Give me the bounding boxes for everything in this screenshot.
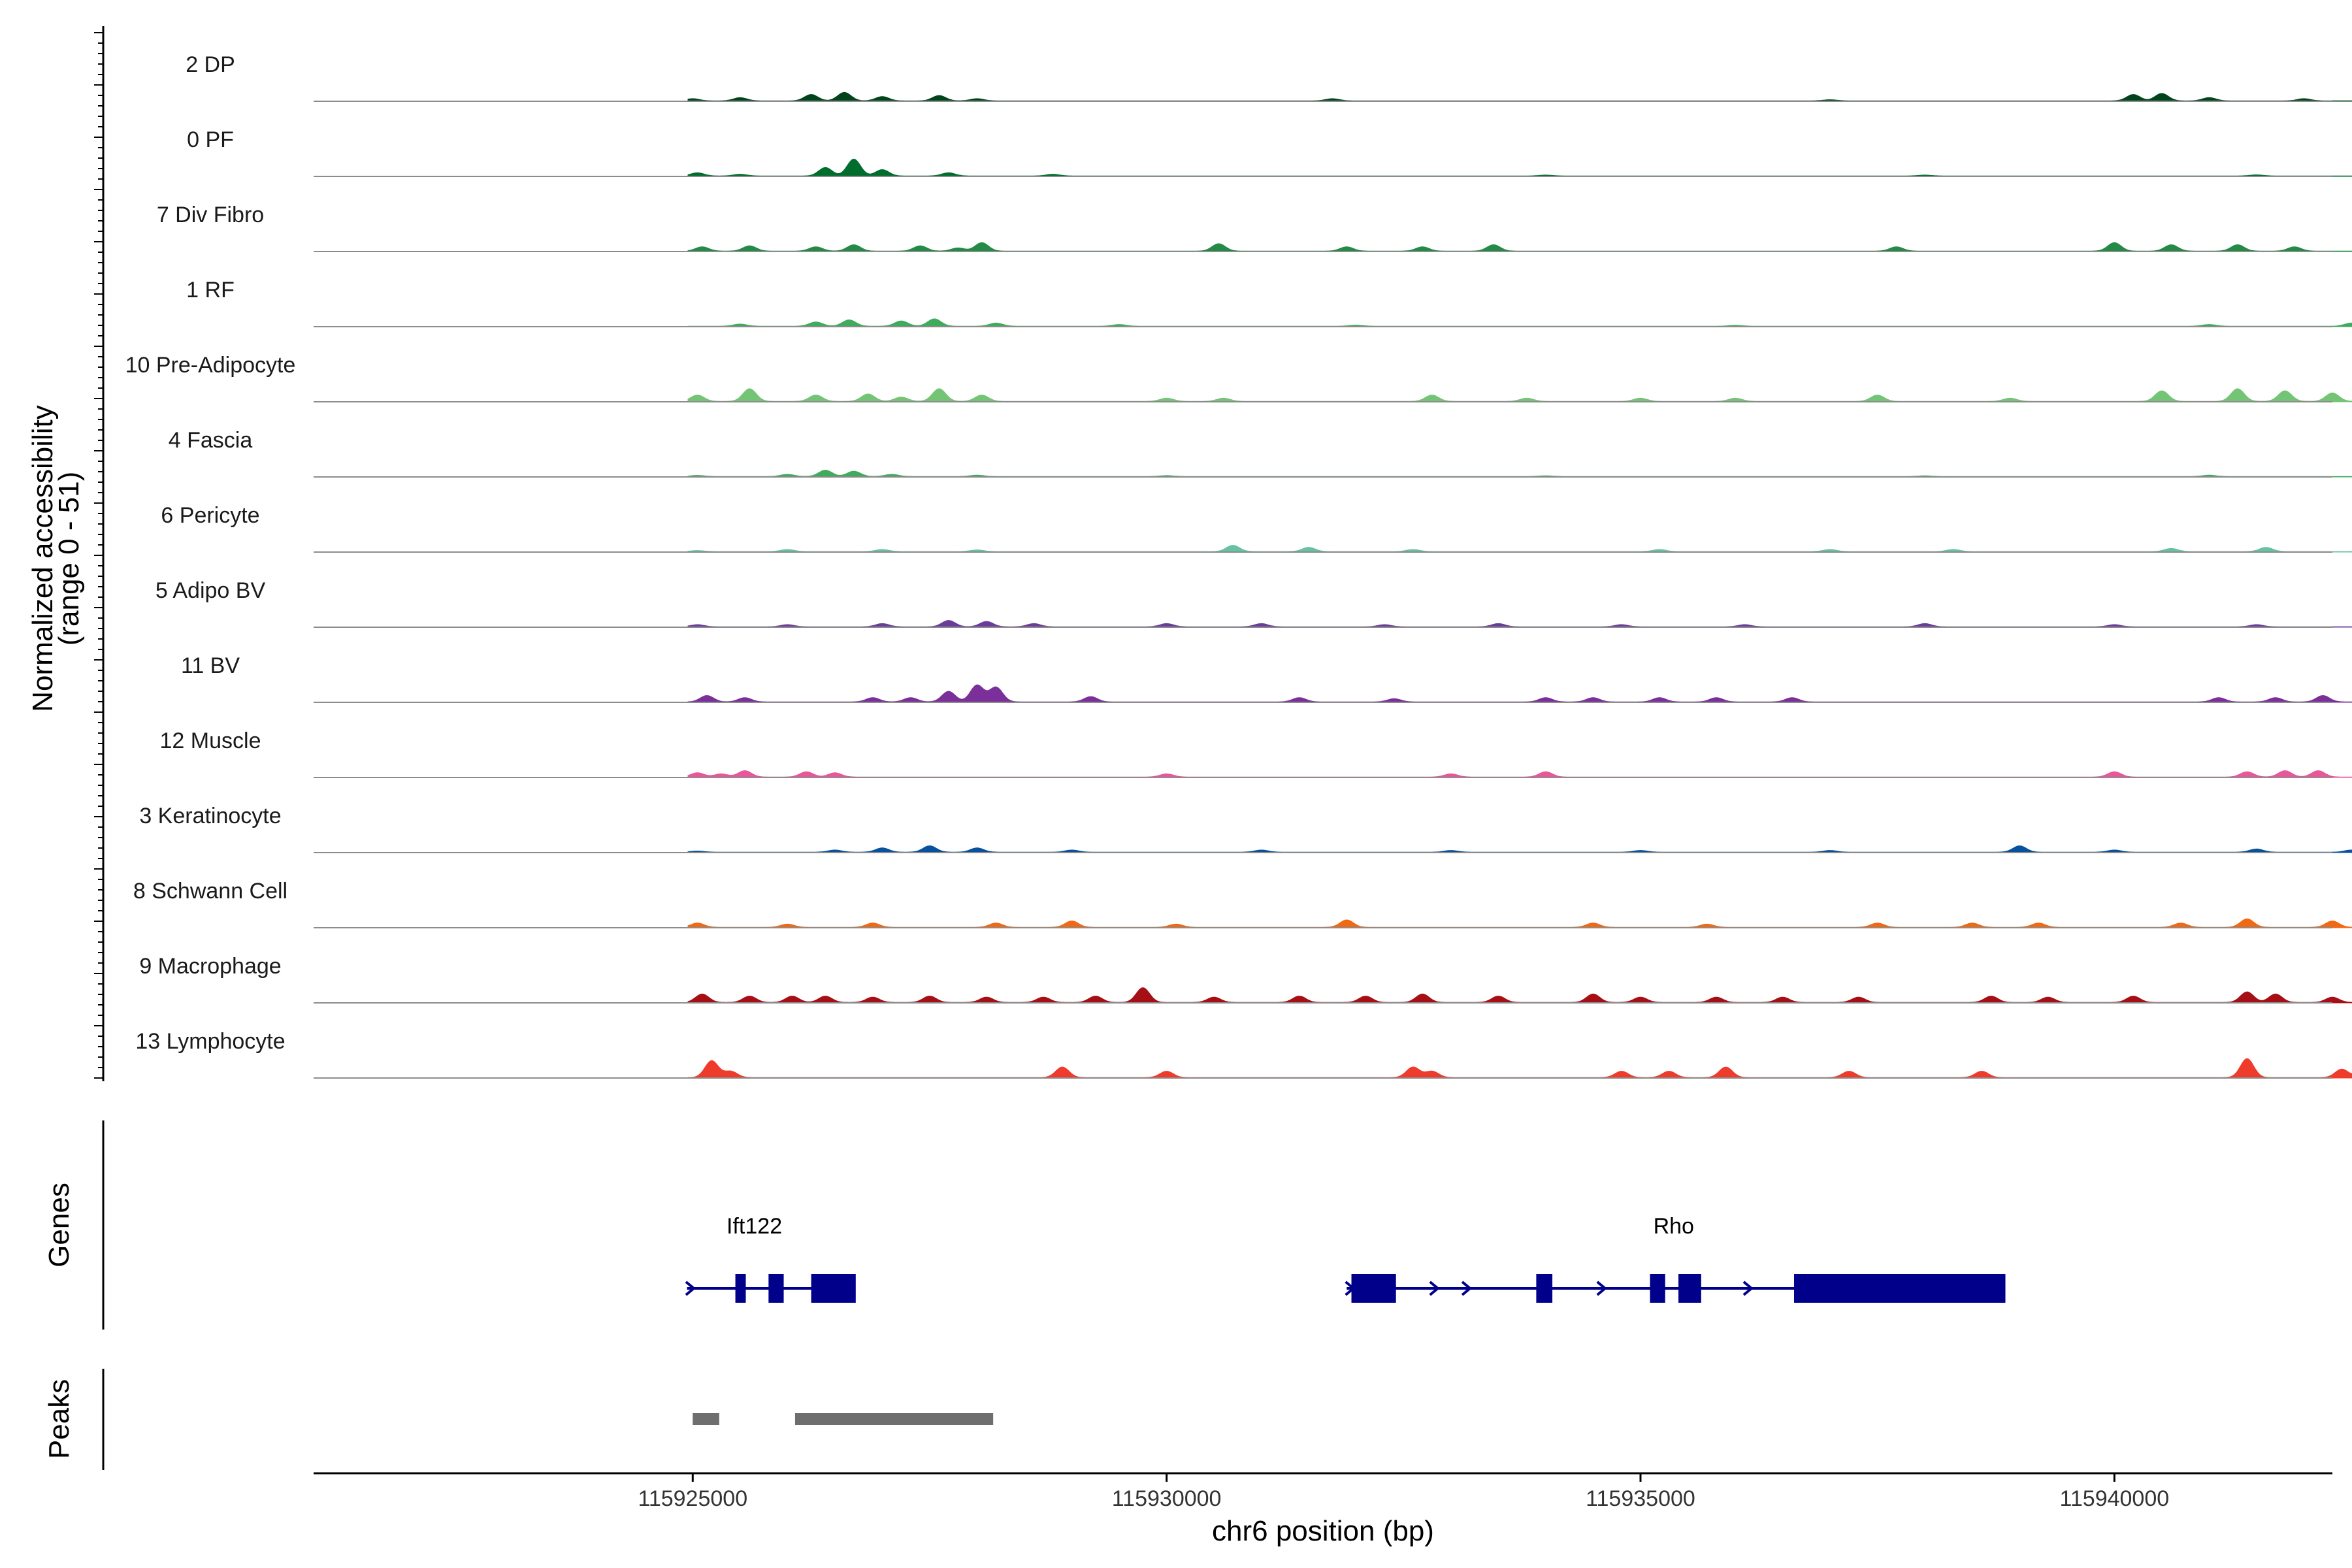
track-label: 11 BV xyxy=(181,653,240,678)
gene-exon xyxy=(768,1274,784,1303)
track-4-fascia: 4 Fascia xyxy=(169,428,2352,478)
x-axis-title: chr6 position (bp) xyxy=(1212,1515,1434,1547)
coverage-area xyxy=(687,545,2352,553)
gene-exon xyxy=(1536,1274,1553,1303)
track-label: 7 Div Fibro xyxy=(157,203,264,227)
x-tick-label: 115935000 xyxy=(1586,1486,1695,1511)
track-5-adipo-bv: 5 Adipo BV xyxy=(155,578,2352,628)
track-label: 3 Keratinocyte xyxy=(139,804,281,828)
gene-exon xyxy=(1794,1274,2006,1303)
track-1-rf: 1 RF xyxy=(186,278,2352,327)
coverage-area xyxy=(687,987,2352,1004)
track-3-keratinocyte: 3 Keratinocyte xyxy=(139,804,2352,853)
track-13-lymphocyte: 13 Lymphocyte xyxy=(135,1029,2352,1079)
peak-region xyxy=(693,1413,719,1425)
gene-exon xyxy=(1678,1274,1701,1303)
track-label: 9 Macrophage xyxy=(139,954,281,979)
gene-exon xyxy=(735,1274,746,1303)
track-label: 4 Fascia xyxy=(169,428,253,453)
gene-rho: Rho xyxy=(1345,1214,2006,1303)
gene-exon xyxy=(811,1274,856,1303)
track-8-schwann-cell: 8 Schwann Cell xyxy=(133,879,2352,928)
track-2-dp: 2 DP xyxy=(186,52,2352,102)
coverage-area xyxy=(687,318,2352,327)
strand-arrow xyxy=(1742,1281,1754,1296)
track-10-pre-adipocyte: 10 Pre-Adipocyte xyxy=(125,353,2352,402)
x-axis: 115925000 115930000 115935000 115940000 xyxy=(314,1472,2332,1511)
strand-arrow xyxy=(1461,1281,1473,1296)
coverage-area xyxy=(687,1058,2352,1079)
coverage-tracks: 2 DP 0 PF 7 Div Fibro 1 RF 10 Pre-Adipocyte 4… xyxy=(125,52,2352,1079)
track-11-bv: 11 BV xyxy=(181,653,2352,703)
x-tick-label: 115925000 xyxy=(638,1486,747,1511)
peaks-panel-title: Peaks xyxy=(43,1379,75,1459)
coverage-area xyxy=(687,470,2352,478)
gene-ift122: Ift122 xyxy=(685,1214,856,1303)
coverage-area xyxy=(687,242,2352,252)
track-0-pf: 0 PF xyxy=(187,127,2352,177)
track-label: 0 PF xyxy=(187,127,234,152)
coverage-area xyxy=(687,388,2352,402)
track-label: 1 RF xyxy=(186,278,235,302)
track-label: 8 Schwann Cell xyxy=(133,879,287,904)
gene-label: Rho xyxy=(1654,1214,1694,1239)
track-label: 6 Pericyte xyxy=(161,503,259,528)
track-label: 10 Pre-Adipocyte xyxy=(125,353,296,378)
track-label: 5 Adipo BV xyxy=(155,578,266,603)
genes-panel: Genes Ift122 Rho xyxy=(43,1120,2006,1330)
coverage-area xyxy=(687,918,2352,928)
y-axis-title-line2: (range 0 - 51) xyxy=(53,472,85,646)
gene-label: Ift122 xyxy=(727,1214,782,1239)
strand-arrow xyxy=(1596,1281,1607,1296)
track-6-pericyte: 6 Pericyte xyxy=(161,503,2352,553)
track-7-div-fibro: 7 Div Fibro xyxy=(157,203,2352,252)
y-axis xyxy=(94,26,105,1081)
track-12-muscle: 12 Muscle xyxy=(160,728,2352,778)
gene-exon xyxy=(1650,1274,1665,1303)
track-label: 13 Lymphocyte xyxy=(135,1029,285,1054)
strand-arrow xyxy=(1429,1281,1440,1296)
track-label: 2 DP xyxy=(186,52,235,77)
coverage-area xyxy=(687,770,2352,778)
genes-panel-title: Genes xyxy=(43,1183,75,1267)
coverage-area xyxy=(687,845,2352,853)
strand-arrow xyxy=(685,1281,696,1296)
gene-exon xyxy=(1351,1274,1396,1303)
coverage-area xyxy=(687,91,2352,102)
peak-region xyxy=(794,1413,994,1425)
peaks-panel: Peaks xyxy=(43,1369,994,1470)
coverage-area xyxy=(687,684,2352,703)
track-9-macrophage: 9 Macrophage xyxy=(139,954,2352,1004)
x-tick-label: 115940000 xyxy=(2060,1486,2170,1511)
coverage-area xyxy=(687,620,2352,628)
x-tick-label: 115930000 xyxy=(1112,1486,1222,1511)
track-label: 12 Muscle xyxy=(160,728,261,753)
y-axis-title-line1: Normalized accessibility xyxy=(27,405,59,711)
coverage-area xyxy=(687,158,2352,177)
